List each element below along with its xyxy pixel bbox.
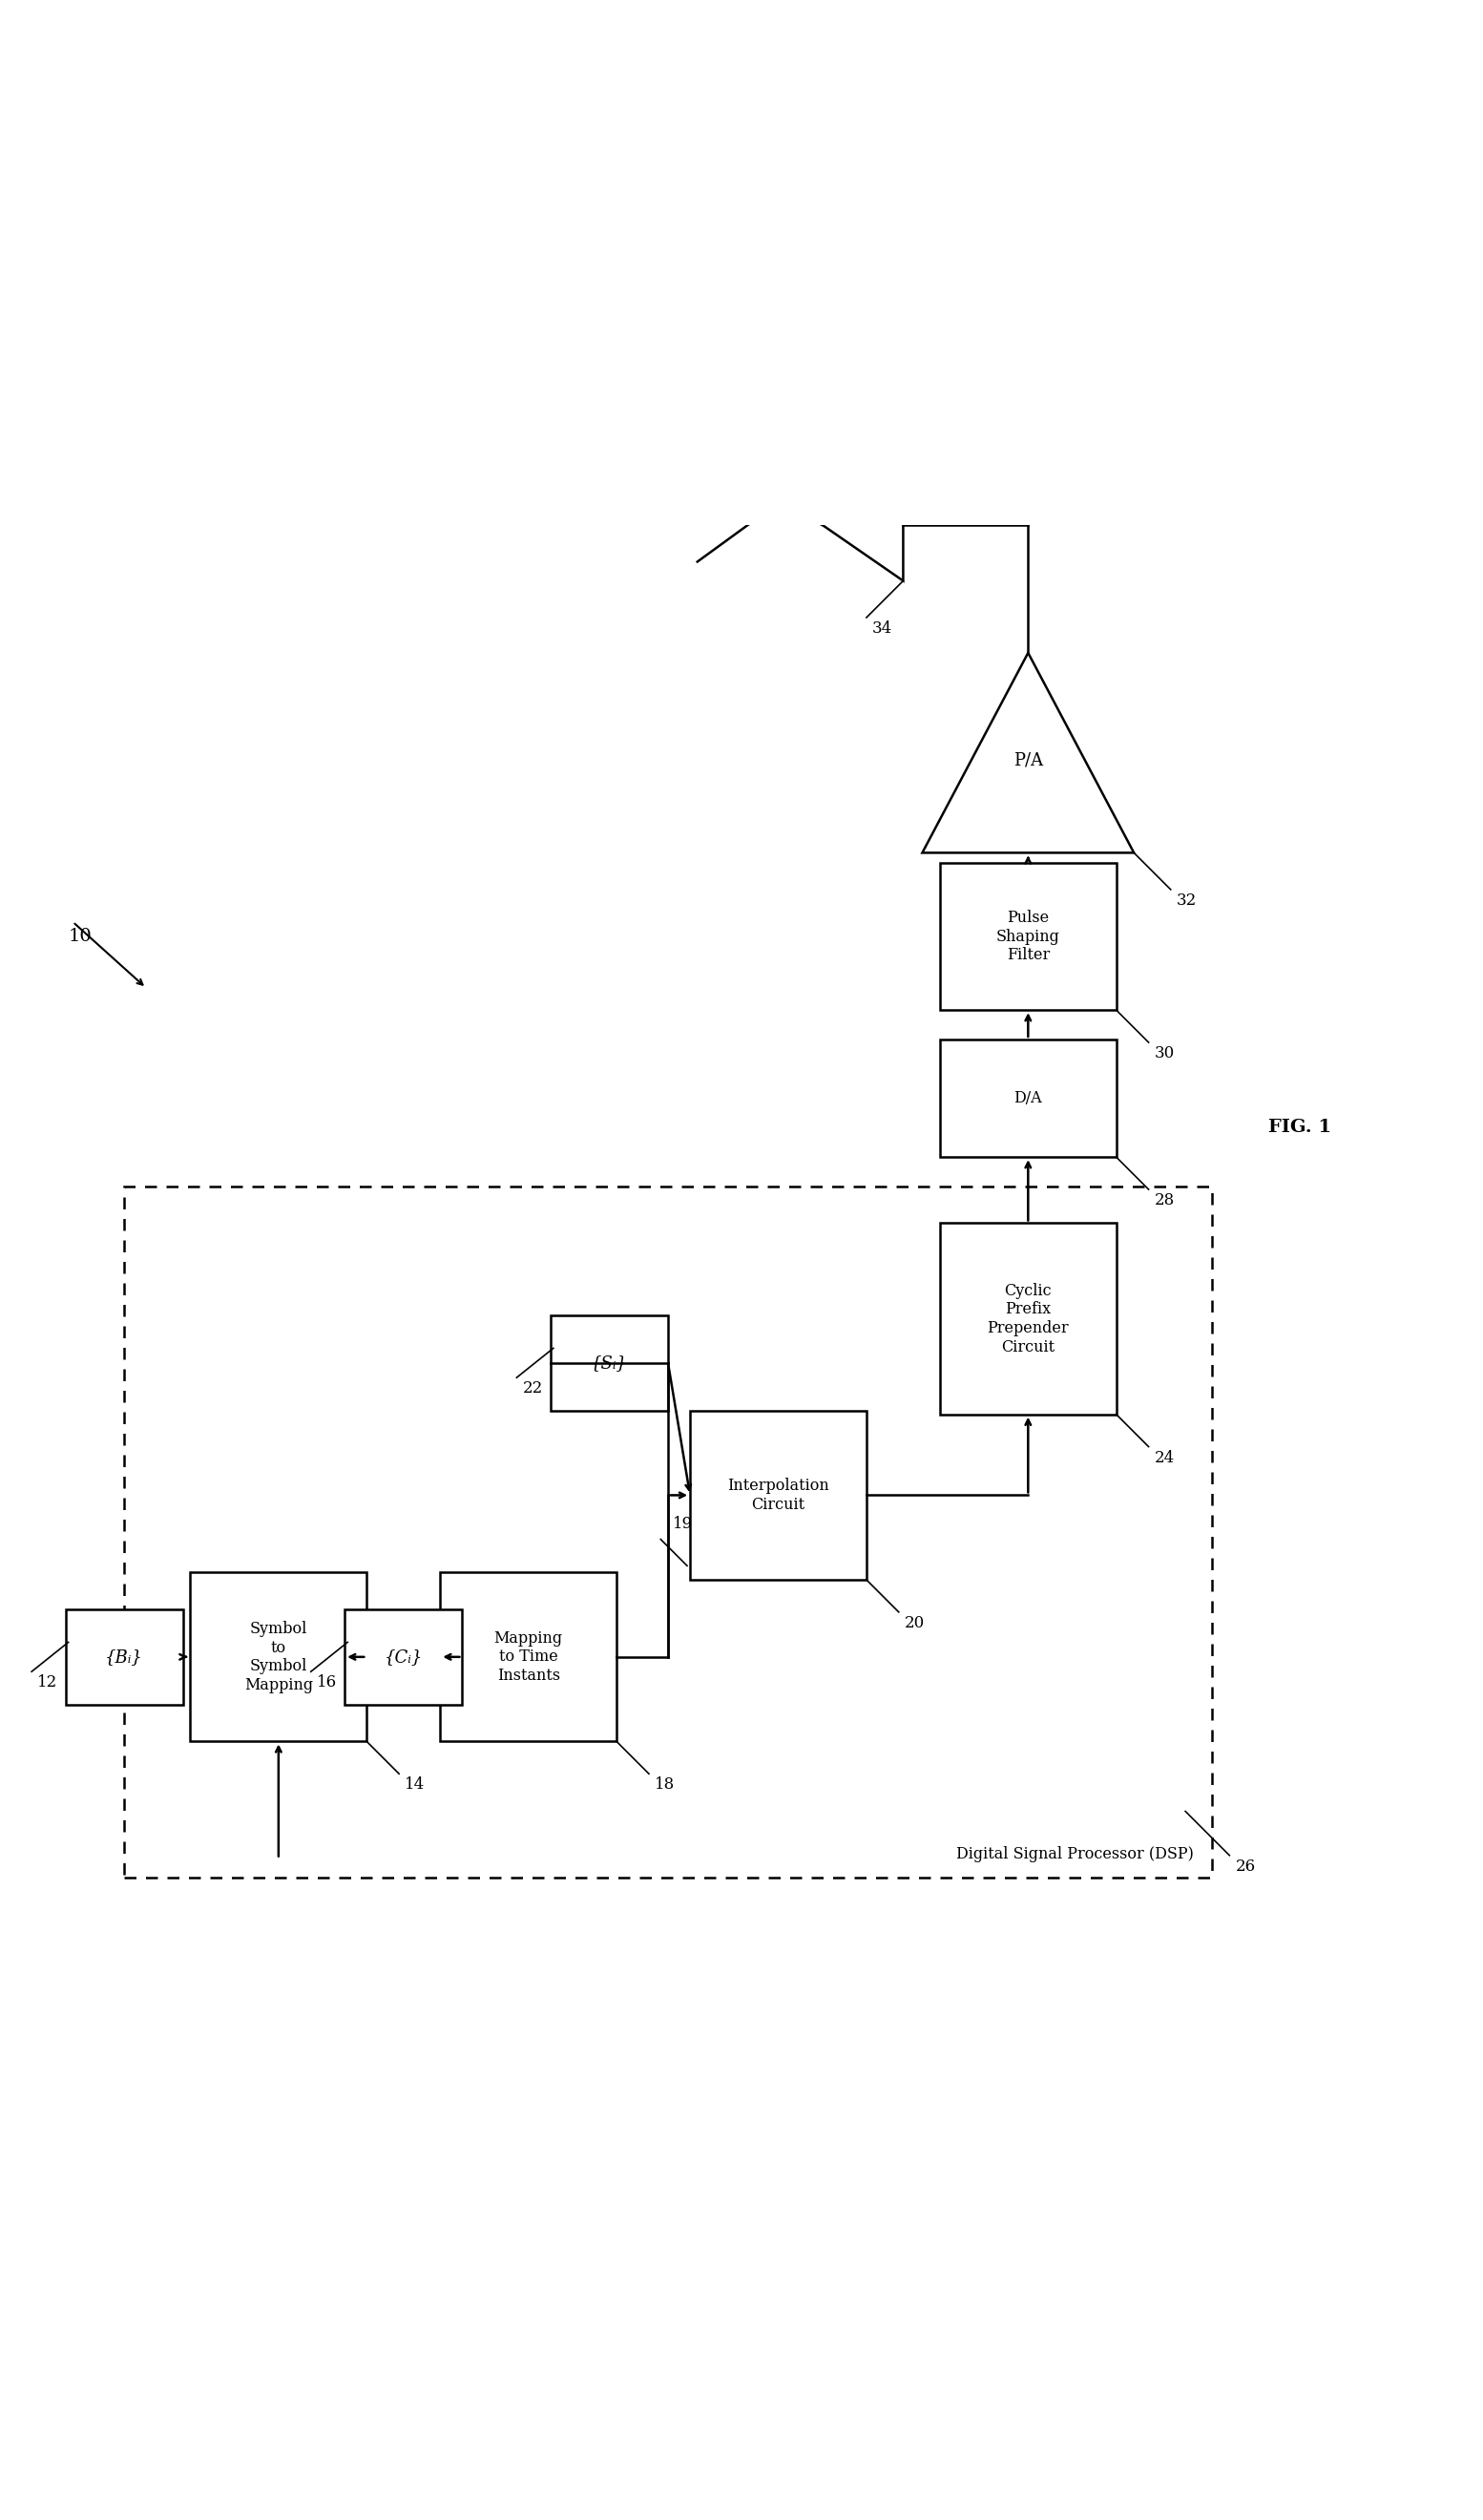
Text: {Bᵢ}: {Bᵢ} [105,1648,144,1666]
Text: {Sᵢ}: {Sᵢ} [590,1353,627,1371]
Text: Symbol
to
Symbol
Mapping: Symbol to Symbol Mapping [245,1620,313,1693]
Text: P/A: P/A [1013,751,1043,769]
Text: 18: 18 [655,1777,675,1792]
Text: 26: 26 [1235,1857,1256,1875]
Text: 14: 14 [405,1777,426,1792]
Text: 20: 20 [905,1615,925,1630]
FancyBboxPatch shape [440,1572,617,1741]
Text: {Cᵢ}: {Cᵢ} [384,1648,423,1666]
FancyBboxPatch shape [940,1222,1117,1414]
Text: 12: 12 [37,1676,58,1691]
Text: FIG. 1: FIG. 1 [1268,1119,1332,1137]
Text: 34: 34 [872,620,893,638]
Text: 32: 32 [1176,892,1197,910]
Text: Mapping
to Time
Instants: Mapping to Time Instants [494,1630,564,1683]
Text: 19: 19 [672,1515,693,1532]
Text: D/A: D/A [1014,1091,1043,1106]
Text: 24: 24 [1154,1449,1175,1467]
FancyBboxPatch shape [940,1038,1117,1157]
FancyBboxPatch shape [65,1610,182,1704]
Text: Pulse
Shaping
Filter: Pulse Shaping Filter [997,910,1060,963]
Text: Digital Signal Processor (DSP): Digital Signal Processor (DSP) [957,1847,1194,1862]
FancyBboxPatch shape [344,1610,463,1704]
FancyBboxPatch shape [190,1572,366,1741]
Text: 10: 10 [68,927,92,945]
Text: 22: 22 [522,1381,543,1396]
FancyBboxPatch shape [690,1411,866,1580]
Text: Cyclic
Prefix
Prepender
Circuit: Cyclic Prefix Prepender Circuit [988,1283,1069,1356]
Text: 28: 28 [1154,1192,1175,1210]
FancyBboxPatch shape [550,1315,667,1411]
Text: 16: 16 [317,1676,337,1691]
Text: Interpolation
Circuit: Interpolation Circuit [727,1477,829,1512]
Text: 30: 30 [1154,1046,1175,1061]
FancyBboxPatch shape [940,862,1117,1011]
